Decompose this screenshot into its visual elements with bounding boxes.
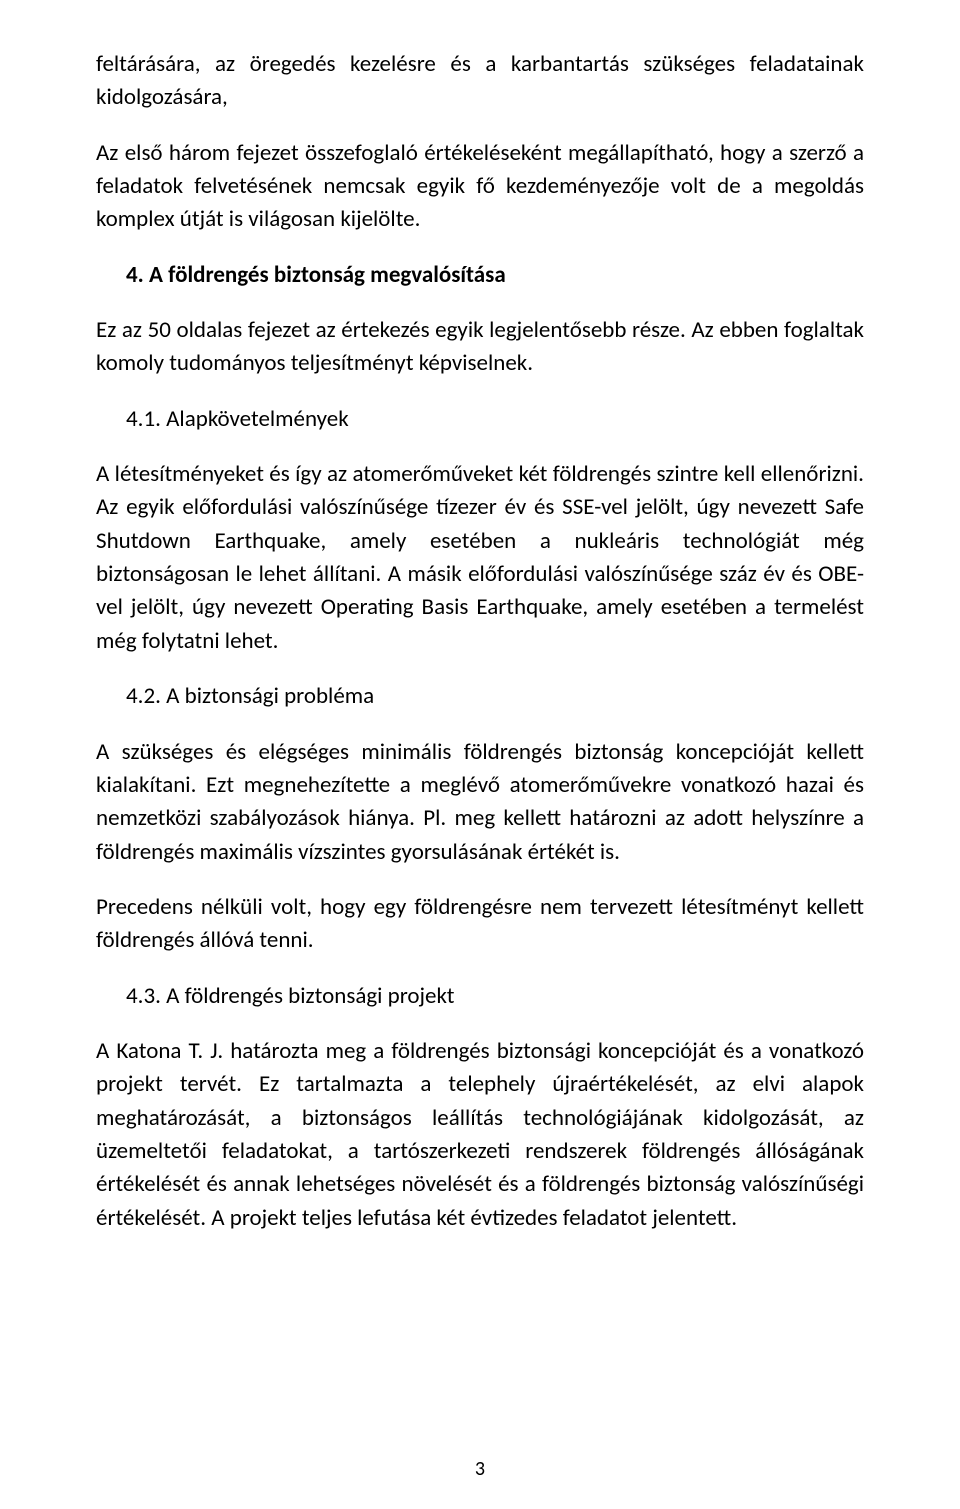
page-number: 3 <box>0 1457 960 1481</box>
heading-4-title: A földrengés biztonság megvalósítása <box>149 261 506 289</box>
paragraph-4-2b: Precedens nélküli volt, hogy egy földren… <box>96 891 864 958</box>
paragraph-evaluation: Az első három fejezet összefoglaló érték… <box>96 137 864 237</box>
heading-4: 4. A földrengés biztonság megvalósítása <box>96 259 864 292</box>
heading-4-1: 4.1. Alapkövetelmények <box>96 403 864 436</box>
paragraph-4-2a: A szükséges és elégséges minimális földr… <box>96 736 864 869</box>
paragraph-4-1: A létesítményeket és így az atomerőművek… <box>96 458 864 658</box>
heading-4-2: 4.2. A biztonsági probléma <box>96 680 864 713</box>
document-page: feltárására, az öregedés kezelésre és a … <box>0 0 960 1509</box>
paragraph-4a: Ez az 50 oldalas fejezet az értekezés eg… <box>96 314 864 381</box>
paragraph-intro: feltárására, az öregedés kezelésre és a … <box>96 48 864 115</box>
heading-4-3: 4.3. A földrengés biztonsági projekt <box>96 980 864 1013</box>
heading-4-number: 4. <box>126 261 144 289</box>
paragraph-4-3: A Katona T. J. határozta meg a földrengé… <box>96 1035 864 1235</box>
